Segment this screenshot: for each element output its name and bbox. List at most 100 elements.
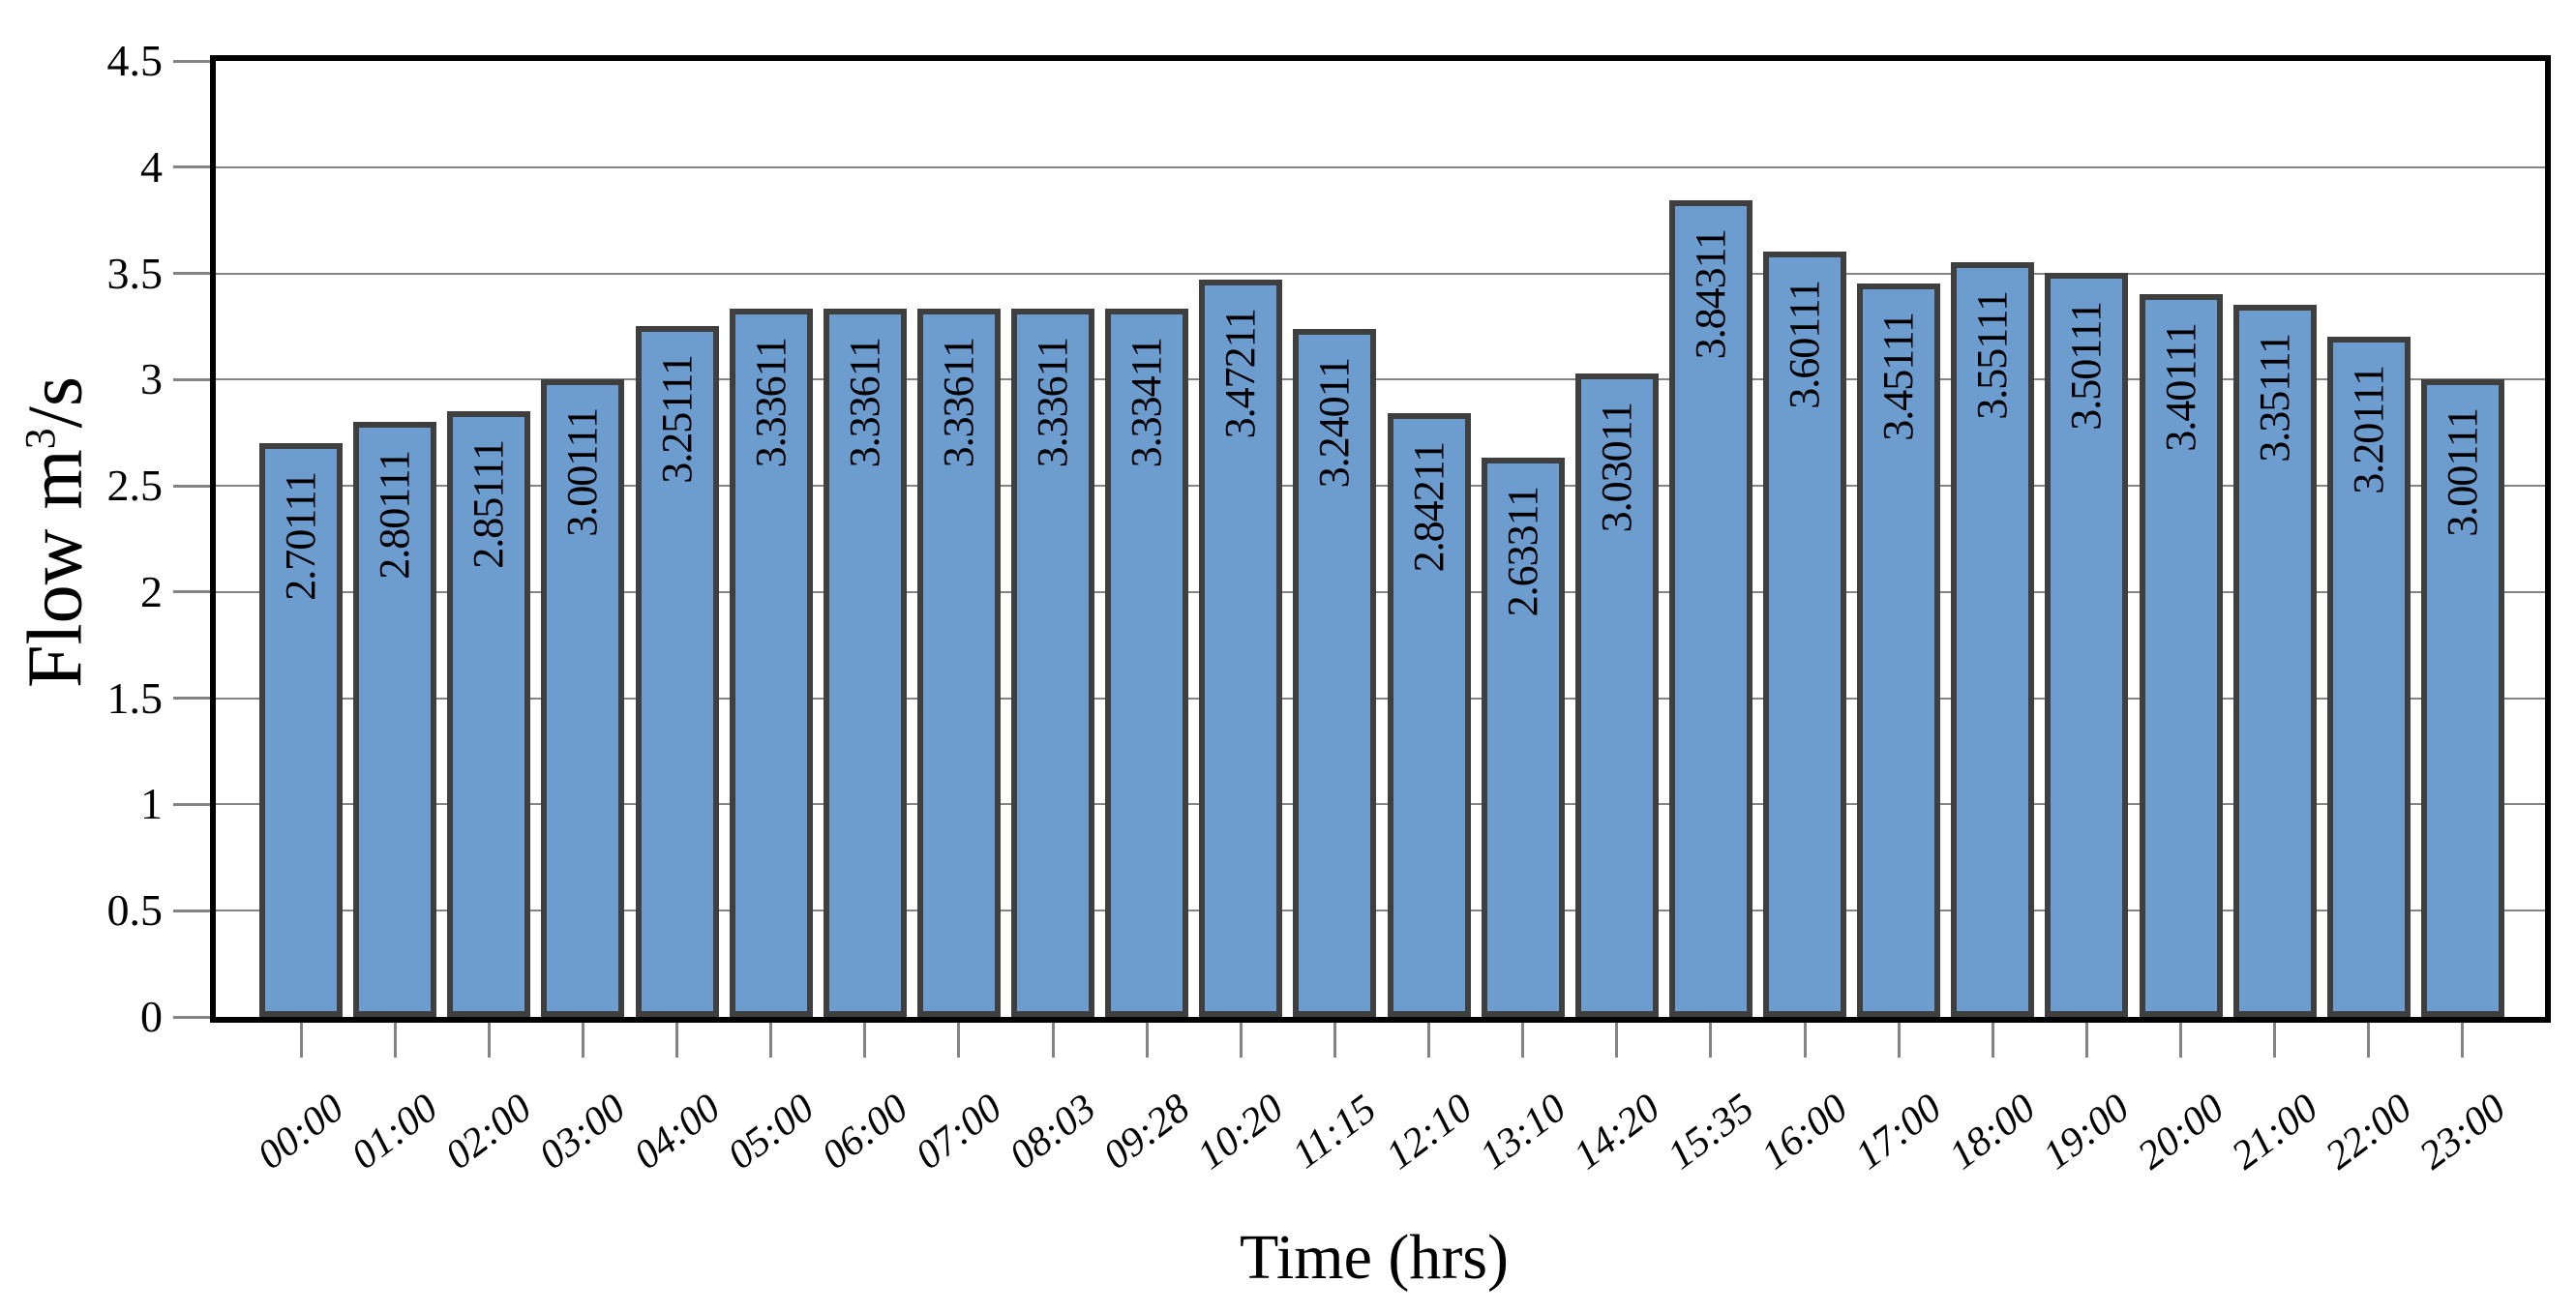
x-axis-tick bbox=[2461, 1023, 2465, 1058]
y-axis-tick-label: 3.5 bbox=[106, 248, 164, 298]
gridline bbox=[216, 803, 2545, 806]
bar-value-label: 3.33611 bbox=[746, 337, 794, 467]
y-axis-tick-label: 1 bbox=[140, 779, 163, 829]
y-axis-title-superscript: 3 bbox=[15, 428, 64, 450]
bar-value-label: 2.85111 bbox=[464, 440, 513, 569]
x-axis-tick-label: 15:35 bbox=[1659, 1086, 1762, 1179]
bar-value-label: 3.00111 bbox=[2438, 408, 2486, 537]
bar-value-label: 3.33611 bbox=[840, 337, 888, 467]
x-axis-tick bbox=[863, 1023, 867, 1058]
y-axis-tick bbox=[173, 484, 210, 488]
x-axis-tick bbox=[1897, 1023, 1901, 1058]
x-axis-tick bbox=[957, 1023, 961, 1058]
bar: 3.84311 bbox=[1668, 200, 1752, 1017]
bar-value-label: 3.47211 bbox=[1216, 308, 1265, 439]
bar-value-label: 3.33611 bbox=[934, 337, 982, 467]
bar: 3.33411 bbox=[1105, 308, 1189, 1017]
x-axis-tick bbox=[769, 1023, 773, 1058]
x-axis-tick-label: 22:00 bbox=[2317, 1086, 2420, 1179]
y-axis-tick bbox=[173, 697, 210, 701]
x-axis-tick bbox=[2367, 1023, 2371, 1058]
bar-value-label: 3.24011 bbox=[1310, 357, 1359, 488]
bar: 3.33611 bbox=[1011, 308, 1095, 1017]
bar-value-label: 3.84311 bbox=[1686, 229, 1734, 360]
bar: 2.80111 bbox=[353, 422, 437, 1017]
bar: 3.25111 bbox=[635, 326, 719, 1017]
bar: 2.70111 bbox=[259, 442, 343, 1017]
bar-value-label: 3.20111 bbox=[2344, 366, 2392, 494]
plot-area: 2.70111 2.80111 2.85111 3.00111 3.25111 3.336… bbox=[210, 55, 2551, 1023]
x-axis-tick-label: 03:00 bbox=[531, 1086, 635, 1179]
x-axis-tick-label: 09:28 bbox=[1095, 1086, 1199, 1179]
x-axis-tick-label: 18:00 bbox=[1941, 1086, 2045, 1179]
bar: 3.00111 bbox=[541, 379, 625, 1017]
y-axis-tick-label: 0.5 bbox=[106, 885, 164, 936]
x-axis-tick-label: 11:15 bbox=[1284, 1087, 1386, 1178]
gridline bbox=[216, 378, 2545, 381]
x-axis-tick-label: 04:00 bbox=[625, 1086, 729, 1179]
bar-value-label: 3.33611 bbox=[1029, 337, 1077, 467]
bar-value-label: 2.63311 bbox=[1498, 486, 1546, 617]
y-axis-tick bbox=[173, 377, 210, 381]
bar-value-label: 3.60111 bbox=[1781, 281, 1829, 410]
x-axis-tick-label: 13:10 bbox=[1471, 1086, 1574, 1179]
bar: 2.84211 bbox=[1387, 413, 1471, 1017]
x-axis-tick bbox=[2273, 1023, 2277, 1058]
x-axis-tick bbox=[299, 1023, 303, 1058]
x-axis-tick-label: 07:00 bbox=[907, 1086, 1010, 1179]
bar-value-label: 3.03011 bbox=[1592, 402, 1640, 533]
x-axis-tick bbox=[1709, 1023, 1713, 1058]
x-axis-tick-label: 19:00 bbox=[2035, 1086, 2139, 1179]
bar: 3.03011 bbox=[1574, 373, 1659, 1017]
y-axis-tick-label: 2.5 bbox=[106, 461, 164, 511]
bar-value-label: 3.45111 bbox=[1874, 313, 1923, 442]
gridline bbox=[216, 165, 2545, 168]
x-axis-tick-label: 16:00 bbox=[1753, 1086, 1857, 1179]
gridline bbox=[216, 485, 2545, 488]
x-axis-tick-label: 01:00 bbox=[344, 1086, 447, 1179]
bar: 2.63311 bbox=[1481, 457, 1565, 1017]
y-axis-title-text: Flow m3/s bbox=[13, 376, 101, 688]
bar: 3.50111 bbox=[2045, 273, 2129, 1017]
x-axis-tick-label: 00:00 bbox=[250, 1086, 352, 1179]
x-axis-tick-label: 08:03 bbox=[1002, 1086, 1105, 1179]
x-axis-tick bbox=[1051, 1023, 1055, 1058]
y-axis-tick-label: 4 bbox=[140, 141, 163, 192]
x-axis-tick-label: 06:00 bbox=[813, 1086, 916, 1179]
y-axis-tick-label: 1.5 bbox=[106, 672, 164, 723]
x-axis-tick-label: 02:00 bbox=[437, 1086, 541, 1179]
gridline bbox=[216, 272, 2545, 275]
bar-value-label: 3.35111 bbox=[2250, 334, 2298, 463]
bar-value-label: 2.70111 bbox=[277, 471, 324, 601]
bar-value-label: 3.33411 bbox=[1123, 337, 1171, 468]
x-axis-tick bbox=[1145, 1023, 1149, 1058]
x-axis-tick-label: 17:00 bbox=[1847, 1086, 1951, 1179]
x-axis-tick bbox=[1521, 1023, 1525, 1058]
y-axis-tick bbox=[173, 165, 210, 169]
x-axis-tick bbox=[1239, 1023, 1243, 1058]
x-axis-tick bbox=[581, 1023, 584, 1058]
bar-value-label: 3.40111 bbox=[2156, 323, 2204, 453]
bar: 3.47211 bbox=[1199, 279, 1283, 1017]
bar: 3.33611 bbox=[823, 308, 907, 1017]
gridline bbox=[216, 590, 2545, 593]
x-axis-tick-label: 14:20 bbox=[1565, 1086, 1668, 1179]
x-axis-tick bbox=[2084, 1023, 2088, 1058]
y-axis-tick bbox=[173, 909, 210, 912]
bar: 3.35111 bbox=[2232, 305, 2317, 1017]
x-axis-tick-label: 05:00 bbox=[719, 1086, 823, 1179]
bar: 3.33611 bbox=[729, 308, 813, 1017]
y-axis-tick bbox=[173, 802, 210, 806]
x-axis-tick bbox=[1803, 1023, 1807, 1058]
bar: 3.60111 bbox=[1763, 252, 1847, 1017]
y-axis-tick bbox=[173, 590, 210, 594]
bar: 3.20111 bbox=[2326, 337, 2411, 1017]
y-axis-tick-label: 2 bbox=[140, 566, 163, 616]
x-axis-tick bbox=[1333, 1023, 1336, 1058]
x-axis-tick-label: 21:00 bbox=[2223, 1086, 2326, 1179]
y-axis-tick-label: 3 bbox=[140, 354, 163, 404]
y-axis-tick bbox=[173, 272, 210, 276]
bar-value-label: 3.55111 bbox=[1968, 291, 2017, 421]
gridline bbox=[216, 910, 2545, 912]
